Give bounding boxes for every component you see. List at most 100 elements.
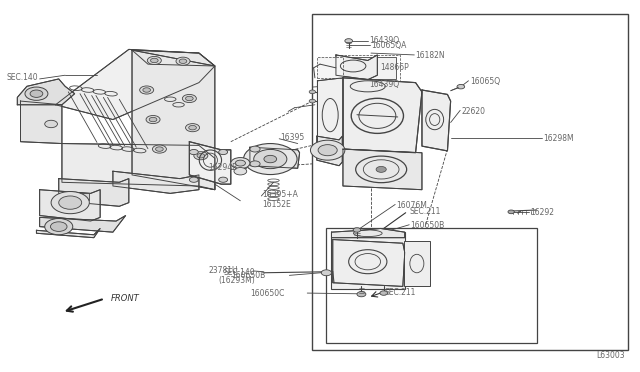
Text: 16076M: 16076M bbox=[396, 201, 428, 210]
Polygon shape bbox=[132, 50, 215, 190]
Circle shape bbox=[51, 222, 67, 231]
Polygon shape bbox=[332, 228, 404, 238]
Text: 160650C: 160650C bbox=[250, 289, 284, 298]
Polygon shape bbox=[62, 144, 215, 190]
Polygon shape bbox=[59, 179, 129, 206]
Text: 16182N: 16182N bbox=[415, 51, 445, 60]
Text: 16395: 16395 bbox=[280, 133, 305, 142]
Polygon shape bbox=[336, 55, 378, 80]
Text: 16065QA: 16065QA bbox=[371, 41, 406, 50]
Text: 14866P: 14866P bbox=[381, 63, 410, 72]
Text: 16298M: 16298M bbox=[543, 134, 573, 143]
Polygon shape bbox=[333, 240, 404, 286]
Circle shape bbox=[45, 120, 58, 128]
Circle shape bbox=[45, 218, 73, 235]
Bar bbox=[312, 14, 628, 350]
Text: SEC.140: SEC.140 bbox=[6, 73, 38, 82]
Text: SEC.140: SEC.140 bbox=[223, 268, 255, 277]
Text: 16065Q: 16065Q bbox=[470, 77, 500, 86]
Text: 23781U: 23781U bbox=[209, 266, 238, 275]
Polygon shape bbox=[132, 50, 215, 66]
Text: 16395+A: 16395+A bbox=[262, 190, 298, 199]
Circle shape bbox=[179, 59, 187, 63]
Polygon shape bbox=[56, 49, 215, 119]
Text: 22620: 22620 bbox=[461, 106, 486, 116]
Text: SEC.211: SEC.211 bbox=[385, 288, 417, 297]
Circle shape bbox=[309, 90, 316, 94]
Circle shape bbox=[176, 57, 190, 65]
Circle shape bbox=[25, 87, 48, 100]
Circle shape bbox=[357, 292, 366, 297]
Polygon shape bbox=[317, 78, 343, 149]
Circle shape bbox=[219, 177, 228, 182]
Circle shape bbox=[51, 192, 90, 214]
Circle shape bbox=[149, 117, 157, 122]
Circle shape bbox=[231, 158, 250, 169]
Circle shape bbox=[150, 58, 158, 62]
Circle shape bbox=[156, 147, 163, 151]
Circle shape bbox=[345, 39, 353, 43]
Bar bbox=[317, 57, 343, 78]
Bar bbox=[404, 241, 429, 286]
Circle shape bbox=[186, 96, 193, 101]
Polygon shape bbox=[343, 78, 422, 153]
Circle shape bbox=[194, 152, 208, 160]
Text: SEC.211: SEC.211 bbox=[409, 206, 440, 216]
Polygon shape bbox=[17, 79, 75, 105]
Text: 16294B: 16294B bbox=[209, 163, 237, 172]
Circle shape bbox=[250, 161, 260, 167]
Circle shape bbox=[197, 154, 205, 158]
Circle shape bbox=[457, 84, 465, 89]
Bar bbox=[332, 232, 404, 289]
Polygon shape bbox=[113, 171, 199, 193]
Circle shape bbox=[219, 150, 228, 155]
Circle shape bbox=[508, 210, 515, 214]
Polygon shape bbox=[250, 147, 300, 168]
Circle shape bbox=[318, 145, 337, 156]
Circle shape bbox=[140, 86, 154, 94]
Circle shape bbox=[376, 166, 387, 172]
Circle shape bbox=[244, 144, 297, 174]
Circle shape bbox=[253, 150, 287, 169]
Circle shape bbox=[30, 90, 43, 97]
Circle shape bbox=[353, 228, 361, 232]
Circle shape bbox=[189, 150, 198, 155]
Text: L63003: L63003 bbox=[596, 351, 625, 360]
Polygon shape bbox=[422, 90, 451, 151]
Circle shape bbox=[234, 167, 246, 175]
Text: 16439Q: 16439Q bbox=[369, 80, 399, 89]
Circle shape bbox=[309, 99, 316, 103]
Polygon shape bbox=[20, 101, 62, 144]
Circle shape bbox=[250, 146, 260, 152]
Circle shape bbox=[380, 291, 388, 295]
Circle shape bbox=[321, 270, 332, 276]
Circle shape bbox=[189, 177, 198, 182]
Circle shape bbox=[143, 88, 150, 92]
Circle shape bbox=[182, 94, 196, 103]
Polygon shape bbox=[343, 149, 422, 190]
Text: 16152E: 16152E bbox=[262, 200, 291, 209]
Bar bbox=[336, 55, 399, 81]
Circle shape bbox=[310, 140, 345, 160]
Bar bbox=[326, 228, 537, 343]
Text: 16439Q: 16439Q bbox=[369, 36, 399, 45]
Text: 160650B: 160650B bbox=[410, 221, 445, 230]
Circle shape bbox=[146, 115, 160, 124]
Bar bbox=[339, 57, 396, 79]
Polygon shape bbox=[40, 190, 100, 221]
Polygon shape bbox=[36, 228, 100, 238]
Circle shape bbox=[147, 57, 161, 64]
Circle shape bbox=[189, 125, 196, 130]
Circle shape bbox=[186, 124, 200, 132]
Text: (16293M): (16293M) bbox=[218, 276, 255, 285]
Text: 160650B: 160650B bbox=[231, 271, 265, 280]
Text: 16292: 16292 bbox=[531, 208, 554, 217]
Circle shape bbox=[264, 155, 276, 163]
Text: FRONT: FRONT bbox=[111, 294, 140, 303]
Circle shape bbox=[59, 196, 82, 209]
Polygon shape bbox=[189, 142, 231, 184]
Polygon shape bbox=[40, 215, 125, 232]
Circle shape bbox=[152, 145, 166, 153]
Bar bbox=[78, 193, 90, 200]
Polygon shape bbox=[317, 136, 342, 166]
